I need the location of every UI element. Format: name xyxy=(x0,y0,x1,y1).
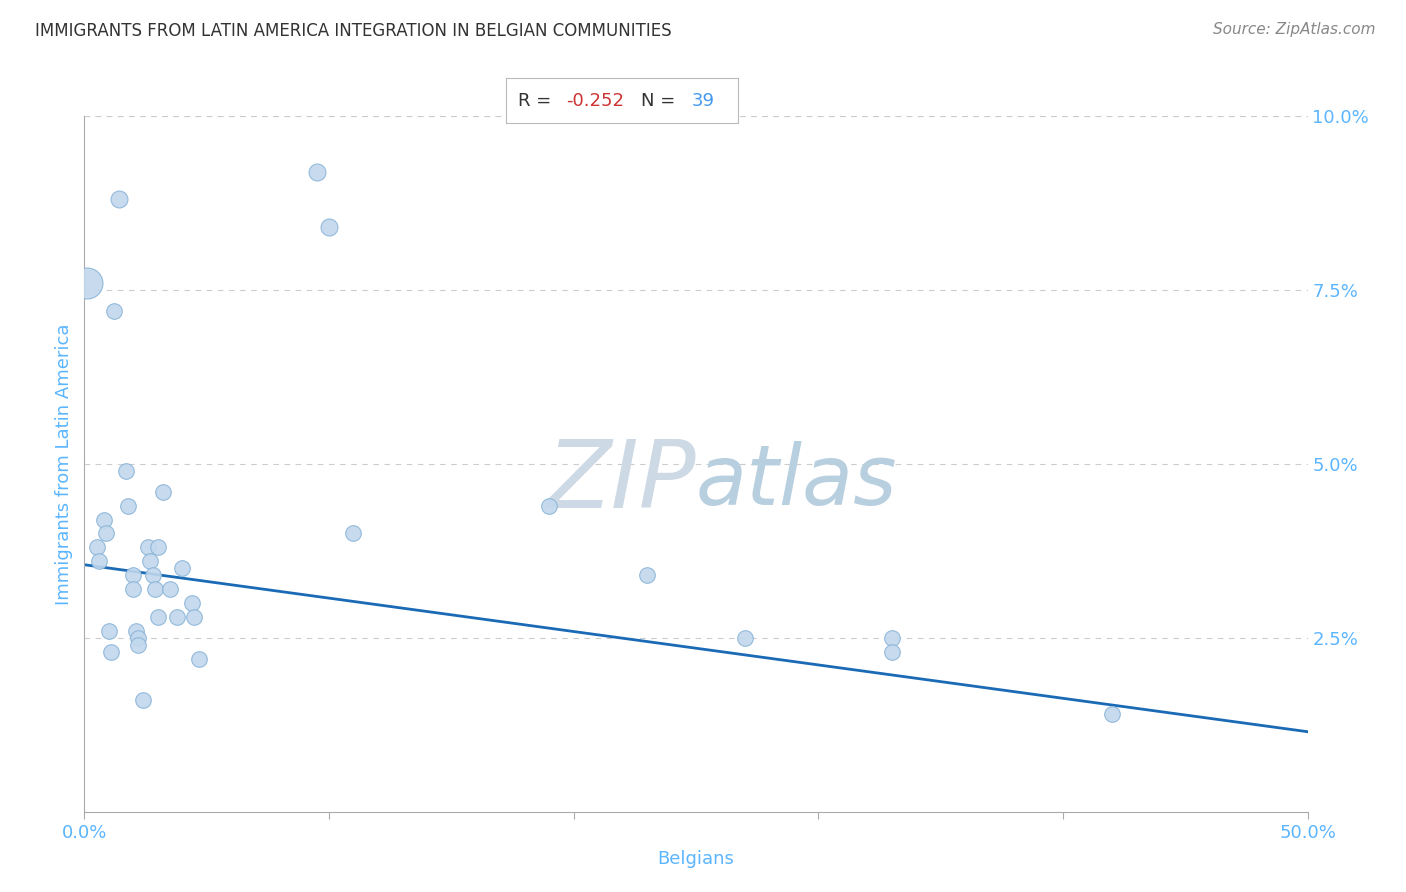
Text: atlas: atlas xyxy=(696,441,897,522)
Point xyxy=(152,484,174,499)
Point xyxy=(166,610,188,624)
Point xyxy=(96,526,118,541)
Point xyxy=(880,631,903,645)
Point xyxy=(86,541,108,555)
Point xyxy=(115,464,138,478)
Point xyxy=(103,303,125,318)
Point xyxy=(880,645,903,659)
Point xyxy=(172,561,194,575)
Point xyxy=(538,499,561,513)
Point xyxy=(159,582,181,596)
Point xyxy=(188,651,211,665)
Point xyxy=(142,568,165,582)
Point xyxy=(139,554,162,568)
Point xyxy=(117,499,139,513)
X-axis label: Belgians: Belgians xyxy=(658,850,734,868)
Point xyxy=(734,631,756,645)
Text: Source: ZipAtlas.com: Source: ZipAtlas.com xyxy=(1212,22,1375,37)
Text: -0.252: -0.252 xyxy=(567,92,624,110)
Point xyxy=(125,624,148,638)
Point xyxy=(342,526,364,541)
Point xyxy=(76,276,98,290)
Y-axis label: Immigrants from Latin America: Immigrants from Latin America xyxy=(55,323,73,605)
Point xyxy=(127,638,149,652)
Point xyxy=(318,220,340,235)
Point xyxy=(93,512,115,526)
Point xyxy=(107,193,129,207)
Point xyxy=(181,596,204,610)
Point xyxy=(146,610,169,624)
Text: N =: N = xyxy=(641,92,681,110)
Point xyxy=(122,568,145,582)
Point xyxy=(132,693,155,707)
Point xyxy=(1101,707,1123,722)
Point xyxy=(97,624,120,638)
Point xyxy=(87,554,110,568)
Point xyxy=(146,541,169,555)
Point xyxy=(183,610,205,624)
Point xyxy=(122,582,145,596)
Text: 39: 39 xyxy=(692,92,714,110)
Text: IMMIGRANTS FROM LATIN AMERICA INTEGRATION IN BELGIAN COMMUNITIES: IMMIGRANTS FROM LATIN AMERICA INTEGRATIO… xyxy=(35,22,672,40)
Point xyxy=(136,541,159,555)
Point xyxy=(127,631,149,645)
Text: ZIP: ZIP xyxy=(547,435,696,527)
Point xyxy=(100,645,122,659)
Text: R =: R = xyxy=(517,92,557,110)
Point xyxy=(636,568,658,582)
Point xyxy=(305,164,328,178)
Point xyxy=(143,582,166,596)
